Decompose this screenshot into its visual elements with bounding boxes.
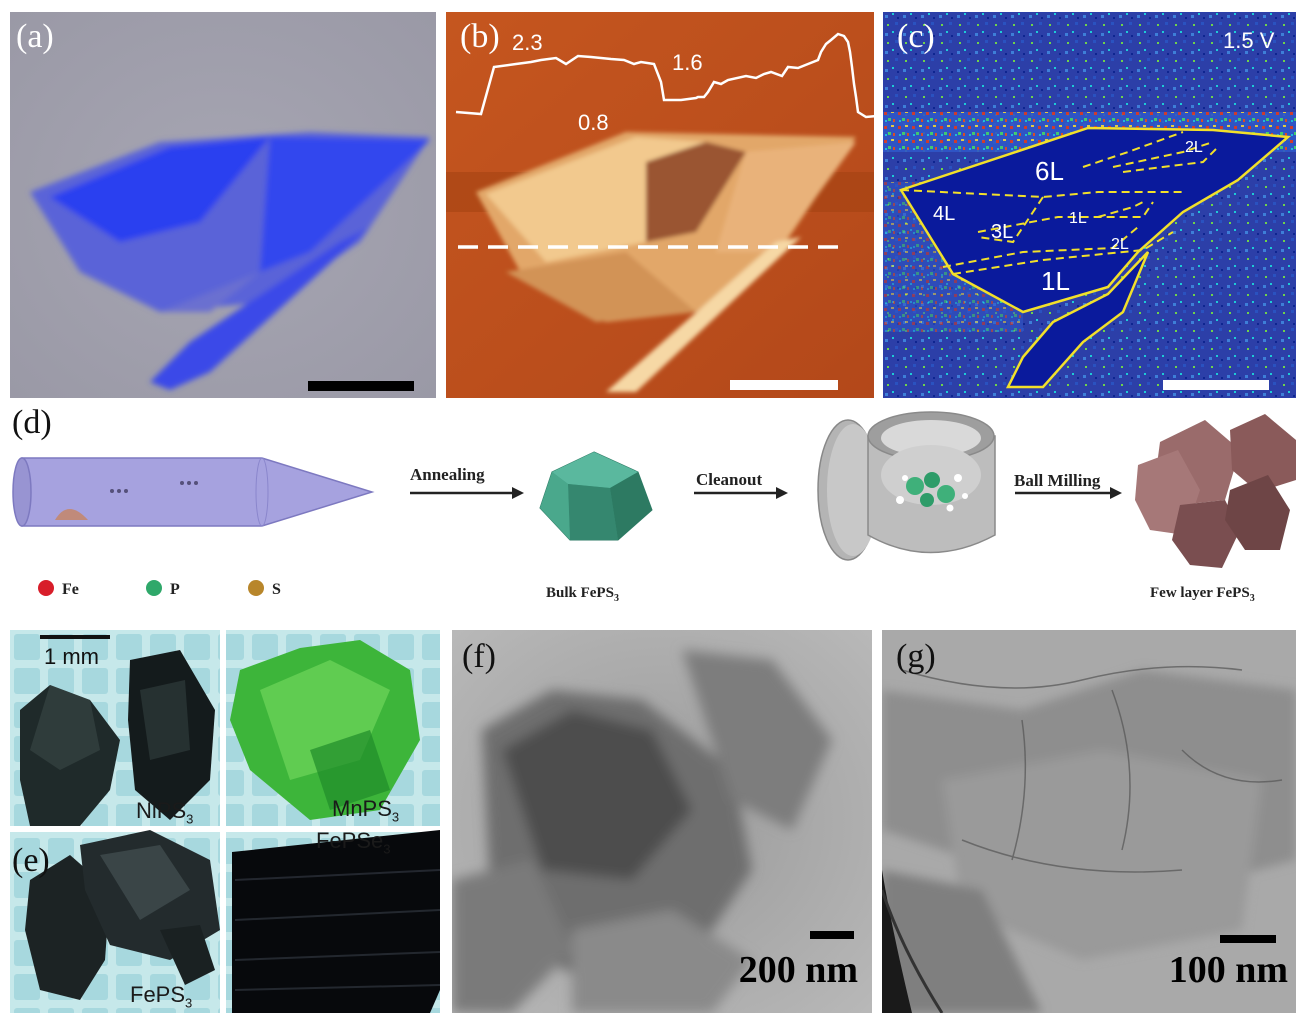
panel-g-scale-text: 100 nm bbox=[1168, 949, 1288, 991]
legend-p-dot bbox=[146, 580, 162, 596]
panel-g-label: (g) bbox=[896, 638, 936, 675]
legend-s: S bbox=[272, 581, 281, 598]
panel-f: (f) 200 nm bbox=[452, 630, 872, 1013]
step-annealing: Annealing bbox=[410, 465, 485, 484]
panel-c-label: (c) bbox=[897, 18, 935, 55]
arrow-annealing bbox=[410, 487, 524, 499]
profile-label-2.3: 2.3 bbox=[512, 30, 543, 55]
flake-outline bbox=[899, 126, 1292, 314]
layer-label-1L-small: 1L bbox=[1069, 210, 1087, 227]
product-few-layer: Few layer FePS3 bbox=[1150, 585, 1255, 604]
panel-e-image bbox=[10, 630, 440, 1013]
legend-s-dot bbox=[248, 580, 264, 596]
layer-label-2L: 2L bbox=[1111, 236, 1129, 253]
panel-a-scale-bar bbox=[308, 381, 414, 391]
crystal-label-fepse3: FePSe3 bbox=[316, 828, 391, 857]
panel-c-scale-bar bbox=[1163, 380, 1269, 390]
panel-e-scale-text: 1 mm bbox=[44, 644, 99, 669]
bulk-crystal bbox=[539, 451, 653, 541]
legend-fe: Fe bbox=[62, 581, 79, 598]
crystal-label-mnps3: MnPS3 bbox=[332, 796, 400, 825]
panel-d-diagram: Annealing Bulk FePS3 Cleanout bbox=[12, 411, 1296, 604]
layer-label-4L: 4L bbox=[933, 203, 955, 225]
legend-fe-dot bbox=[38, 580, 54, 596]
panel-a-image bbox=[10, 12, 436, 398]
panel-a-label: (a) bbox=[16, 18, 54, 55]
panel-a: (a) bbox=[10, 12, 436, 398]
product-bulk: Bulk FePS3 bbox=[546, 585, 619, 604]
panel-b-height-profile bbox=[455, 32, 874, 119]
quartz-ampoule bbox=[12, 457, 375, 527]
panel-b-image: 2.3 0.8 1.6 bbox=[446, 12, 874, 398]
panel-f-scale-text: 200 nm bbox=[738, 949, 858, 991]
layer-label-2L-top: 2L bbox=[1185, 139, 1203, 156]
voltage-label: 1.5 V bbox=[1223, 28, 1275, 53]
few-layer-flakes bbox=[1135, 414, 1296, 568]
arrow-cleanout bbox=[694, 487, 788, 499]
panel-b-scale-bar bbox=[730, 380, 838, 390]
panel-d: (d) Annealing Bulk FePS3 bbox=[0, 400, 1296, 622]
profile-label-0.8: 0.8 bbox=[578, 110, 609, 135]
layer-label-1L: 1L bbox=[1041, 266, 1070, 296]
panel-e-scale-bar bbox=[40, 635, 110, 639]
ball-mill-jar bbox=[817, 411, 996, 561]
panel-g-scale-bar bbox=[1220, 935, 1276, 943]
panel-e: 1 mm NiPS3 MnPS3 FePS3 FePSe3 (e) bbox=[10, 630, 440, 1013]
panel-f-label: (f) bbox=[462, 638, 496, 675]
crystal-label-feps3: FePS3 bbox=[130, 982, 193, 1011]
arrow-ball-milling bbox=[1015, 487, 1122, 499]
panel-d-label: (d) bbox=[12, 404, 52, 441]
panel-b-label: (b) bbox=[460, 18, 500, 55]
layer-label-3L: 3L bbox=[991, 221, 1013, 243]
layer-label-6L: 6L bbox=[1035, 156, 1064, 186]
panel-f-image bbox=[452, 630, 872, 1013]
step-cleanout: Cleanout bbox=[696, 470, 762, 489]
step-ball-milling: Ball Milling bbox=[1014, 471, 1101, 490]
panel-b: 2.3 0.8 1.6 (b) bbox=[446, 12, 874, 398]
legend-p: P bbox=[170, 581, 180, 598]
panel-c: 6L 4L 3L 1L 2L 2L 1L 1.5 V (c) bbox=[883, 12, 1296, 398]
panel-c-image: 6L 4L 3L 1L 2L 2L 1L 1.5 V bbox=[883, 12, 1296, 398]
panel-e-label: (e) bbox=[12, 842, 50, 879]
panel-f-scale-bar bbox=[810, 931, 854, 939]
crystal-label-nips3: NiPS3 bbox=[136, 798, 194, 827]
panel-g-image bbox=[882, 630, 1296, 1013]
legend: Fe P S bbox=[38, 580, 281, 598]
flake-tail bbox=[1005, 251, 1150, 389]
profile-label-1.6: 1.6 bbox=[672, 50, 703, 75]
panel-g: (g) 100 nm bbox=[882, 630, 1296, 1013]
